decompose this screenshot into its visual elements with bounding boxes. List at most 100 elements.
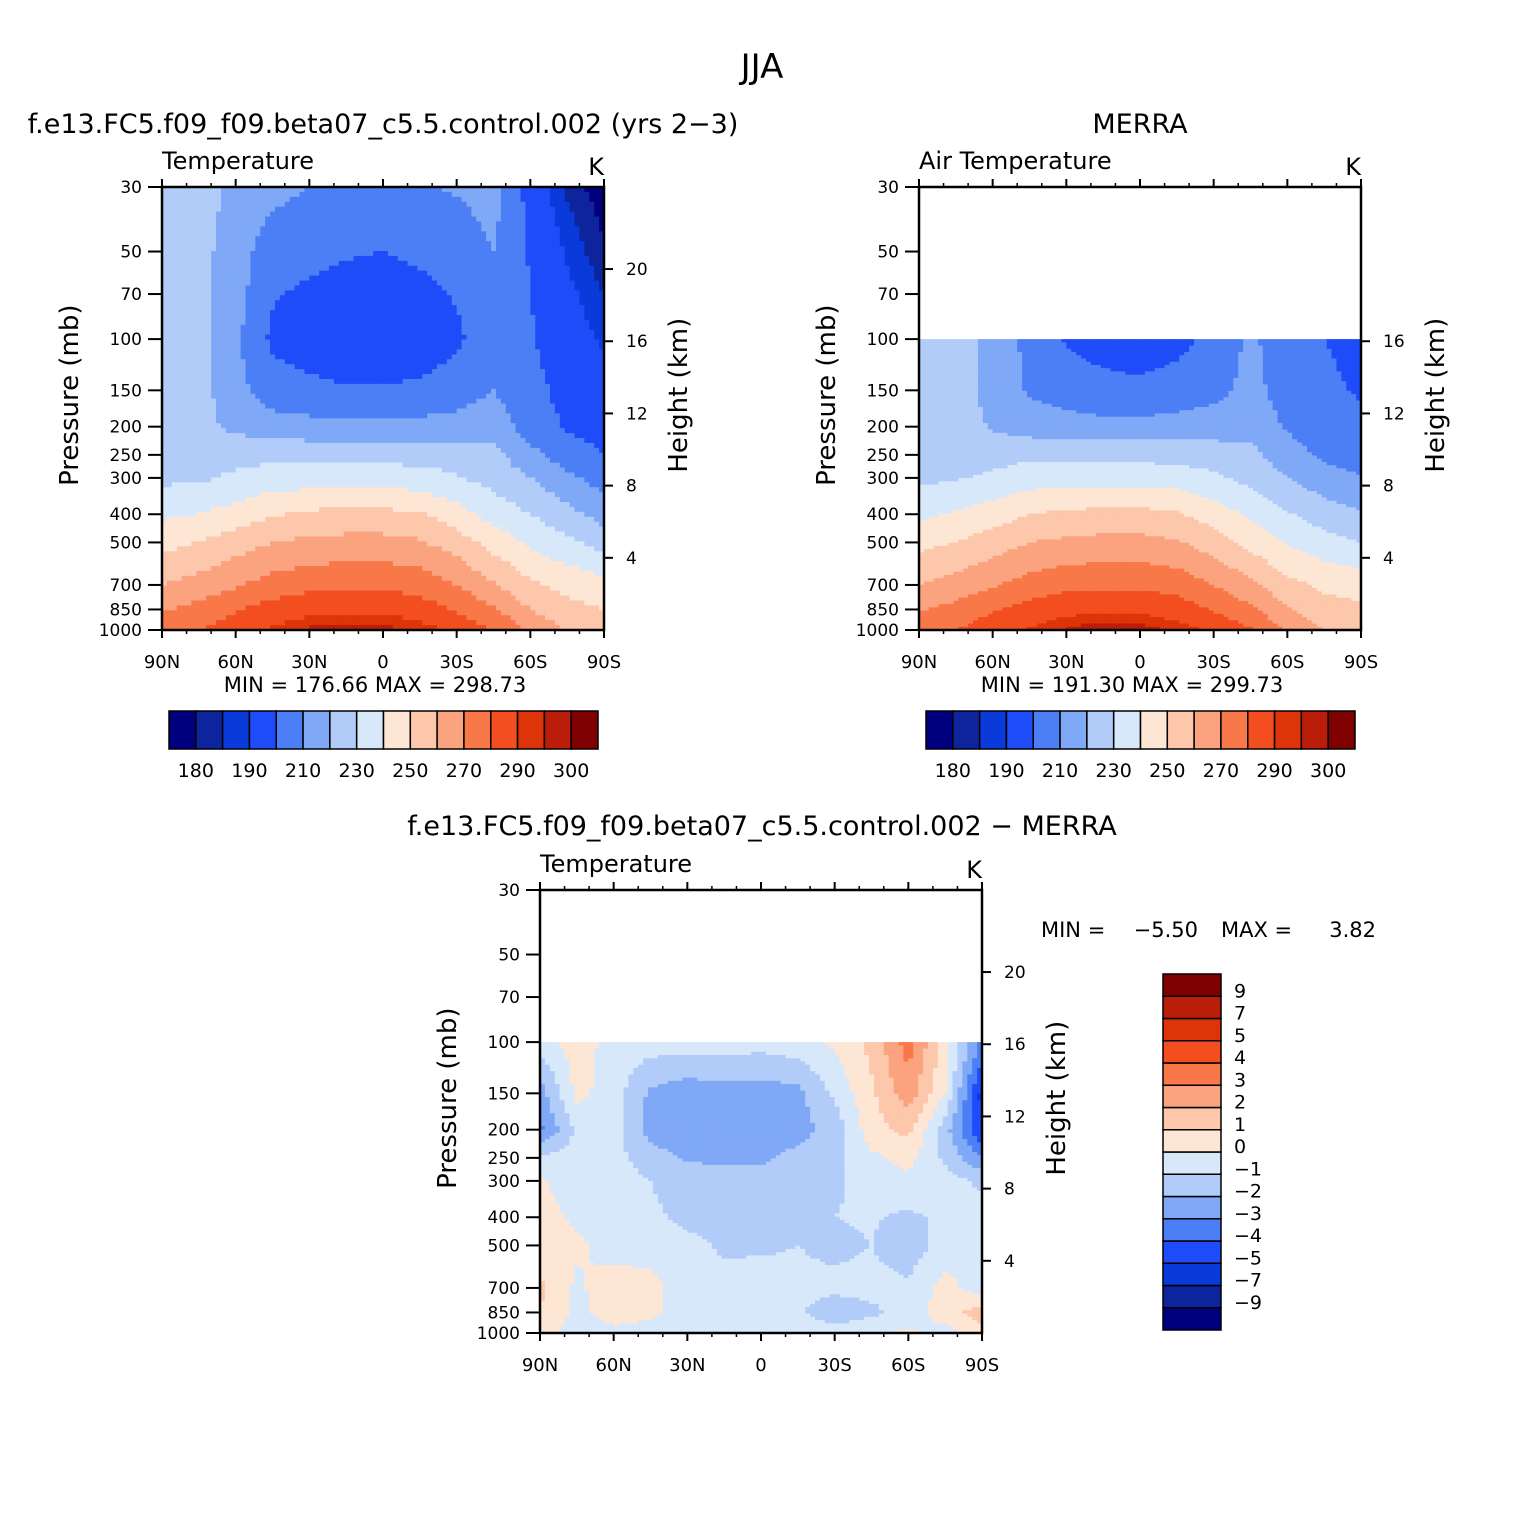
field-cell xyxy=(166,329,173,336)
field-cell xyxy=(441,418,448,424)
field-cell xyxy=(599,388,605,395)
field-cell xyxy=(250,378,256,385)
field-cell xyxy=(495,231,502,237)
field-cell xyxy=(559,191,566,198)
field-cell xyxy=(309,374,315,380)
field-cell xyxy=(574,334,581,341)
field-cell xyxy=(599,354,605,360)
field-cell xyxy=(274,290,281,296)
field-cell xyxy=(220,452,227,459)
field-cell xyxy=(338,383,345,390)
field-cell xyxy=(515,359,522,365)
field-cell xyxy=(432,438,438,444)
field-cell xyxy=(579,196,585,203)
field-cell xyxy=(265,329,271,336)
field-cell xyxy=(314,305,320,311)
field-cell xyxy=(412,206,418,213)
field-cell xyxy=(412,201,418,208)
field-cell xyxy=(240,290,247,296)
field-cell xyxy=(525,221,531,227)
field-cell xyxy=(446,383,453,390)
field-cell xyxy=(535,255,541,262)
field-cell xyxy=(324,388,330,395)
field-cell xyxy=(358,403,364,410)
field-cell xyxy=(353,457,360,464)
field-cell xyxy=(181,324,188,331)
field-cell xyxy=(162,250,168,257)
field-cell xyxy=(191,305,197,311)
field-cell xyxy=(255,329,261,336)
field-cell xyxy=(216,447,222,454)
field-cell xyxy=(378,354,384,360)
field-cell xyxy=(265,241,271,247)
field-cell xyxy=(466,314,472,321)
field-cell xyxy=(471,398,477,405)
field-cell xyxy=(481,285,487,291)
field-cell xyxy=(338,438,345,444)
field-cell xyxy=(594,310,600,316)
field-cell xyxy=(520,413,527,419)
field-cell xyxy=(392,265,399,272)
field-cell xyxy=(599,418,605,424)
field-cell xyxy=(186,398,193,405)
field-cell xyxy=(589,393,595,400)
field-cell xyxy=(397,334,404,341)
field-cell xyxy=(260,231,266,237)
field-cell xyxy=(260,250,266,257)
field-cell xyxy=(594,255,600,262)
field-cell xyxy=(324,428,330,434)
field-cell xyxy=(162,211,168,218)
field-cell xyxy=(549,393,556,400)
field-cell xyxy=(392,319,399,326)
field-cell xyxy=(564,250,571,257)
field-cell xyxy=(461,423,468,429)
field-cell xyxy=(574,349,581,355)
field-cell xyxy=(387,349,394,355)
field-cell xyxy=(427,452,433,459)
field-cell xyxy=(299,260,306,267)
field-cell xyxy=(304,334,310,341)
field-cell xyxy=(594,383,600,390)
field-cell xyxy=(569,187,576,193)
field-cell xyxy=(368,275,374,282)
field-cell xyxy=(358,241,364,247)
field-cell xyxy=(407,433,414,439)
field-cell xyxy=(451,383,458,390)
field-cell xyxy=(446,211,453,218)
field-cell xyxy=(186,314,193,321)
field-cell xyxy=(412,314,418,321)
field-cell xyxy=(549,275,556,282)
field-cell xyxy=(422,398,428,405)
field-cell xyxy=(491,191,497,198)
field-cell xyxy=(461,398,468,405)
field-cell xyxy=(201,300,207,306)
field-cell xyxy=(206,457,212,464)
field-cell xyxy=(392,447,399,454)
field-cell xyxy=(427,359,433,365)
field-cell xyxy=(338,378,345,385)
field-cell xyxy=(466,231,472,237)
field-cell xyxy=(328,334,335,341)
field-cell xyxy=(579,408,585,415)
field-cell xyxy=(373,447,379,454)
field-cell xyxy=(549,369,556,375)
field-cell xyxy=(348,447,355,454)
field-cell xyxy=(358,354,364,360)
field-cell xyxy=(407,191,414,198)
field-cell xyxy=(486,374,492,380)
field-cell xyxy=(466,255,472,262)
field-cell xyxy=(559,236,566,242)
field-cell xyxy=(525,280,531,287)
field-cell xyxy=(471,285,477,291)
field-cell xyxy=(196,433,202,439)
field-cell xyxy=(260,236,266,242)
field-cell xyxy=(353,305,360,311)
field-cell xyxy=(196,255,202,262)
field-cell xyxy=(245,442,251,449)
field-cell xyxy=(579,433,585,439)
field-cell xyxy=(392,231,399,237)
field-cell xyxy=(535,250,541,257)
field-cell xyxy=(363,285,369,291)
field-cell xyxy=(579,275,585,282)
field-cell xyxy=(505,305,512,311)
